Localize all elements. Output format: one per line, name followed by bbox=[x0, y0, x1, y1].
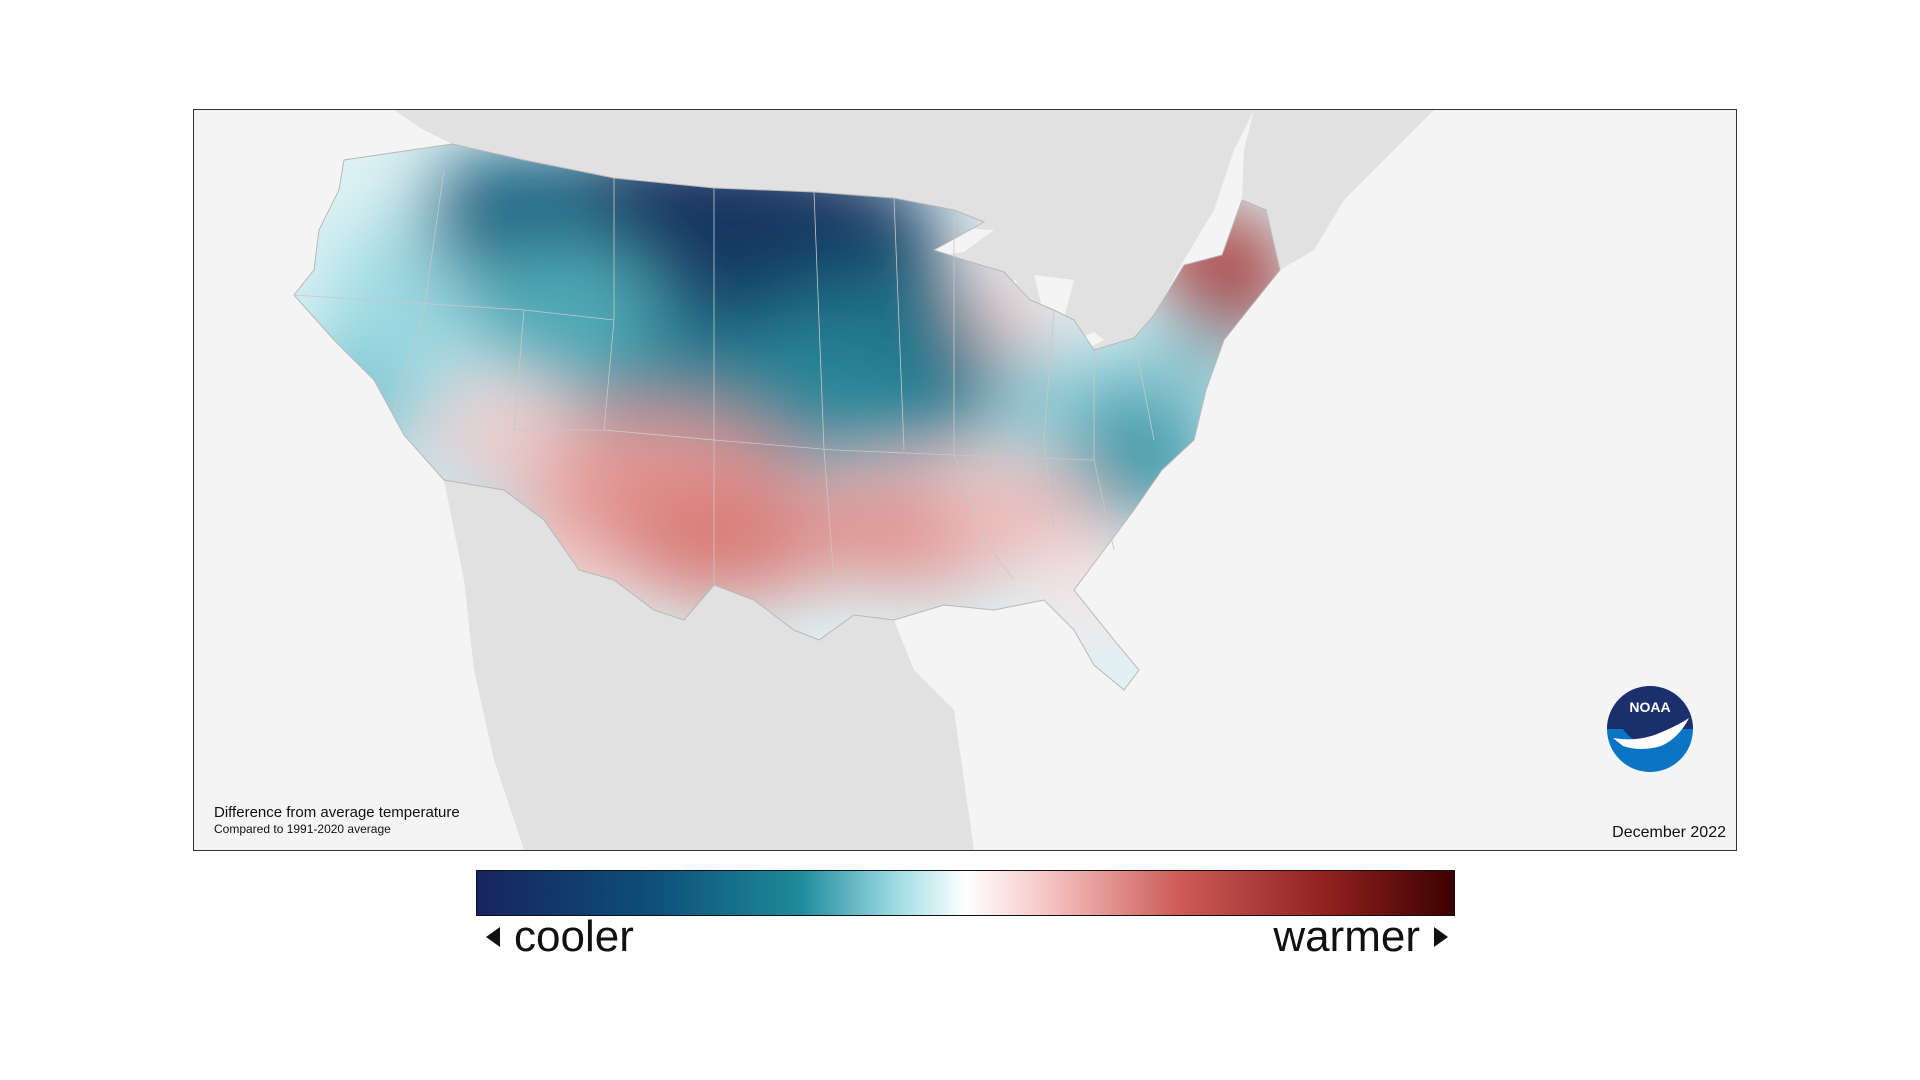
map-frame: NOAA Difference from average temperature… bbox=[193, 109, 1737, 851]
state-borders bbox=[293, 169, 1155, 585]
anomaly-field bbox=[294, 144, 1280, 690]
triangle-left-icon bbox=[486, 927, 500, 947]
cooler-label: cooler bbox=[514, 912, 634, 961]
us-outline bbox=[293, 143, 1281, 691]
noaa-logo-icon: NOAA bbox=[1607, 686, 1693, 772]
mexico-landmass bbox=[444, 480, 974, 850]
color-bar bbox=[476, 870, 1455, 916]
map-date: December 2022 bbox=[1612, 824, 1726, 841]
caption-subtitle: Compared to 1991-2020 average bbox=[214, 821, 391, 836]
warmer-label: warmer bbox=[1273, 912, 1420, 961]
map-caption: Difference from average temperature Comp… bbox=[214, 804, 460, 836]
triangle-right-icon bbox=[1434, 927, 1448, 947]
legend-cooler: cooler bbox=[486, 912, 634, 962]
legend-warmer: warmer bbox=[1273, 912, 1448, 962]
svg-text:NOAA: NOAA bbox=[1629, 699, 1670, 715]
eastern-canada-landmass bbox=[1242, 110, 1434, 270]
temperature-map: NOAA bbox=[293, 110, 1693, 850]
caption-title: Difference from average temperature bbox=[214, 803, 460, 821]
